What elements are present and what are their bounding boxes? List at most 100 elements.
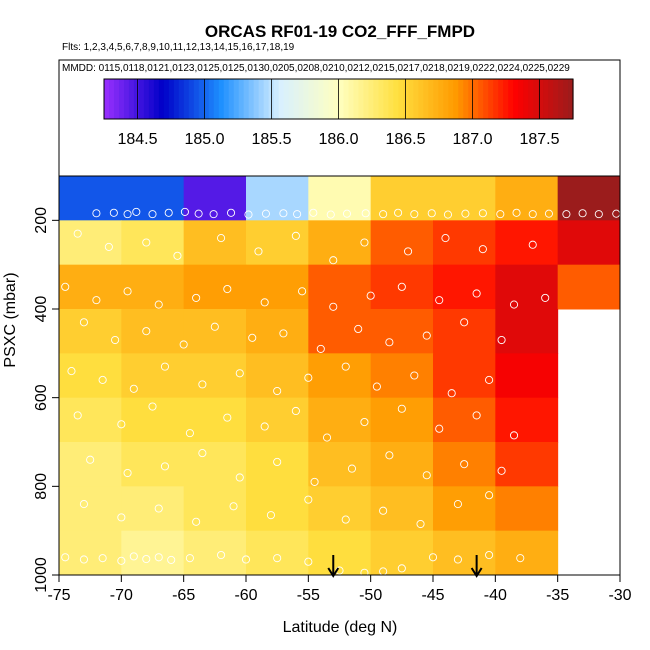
sample-point bbox=[316, 344, 325, 353]
sample-point bbox=[61, 553, 70, 562]
chart-title: ORCAS RF01-19 CO2_FFF_FMPD bbox=[205, 22, 475, 41]
sample-point bbox=[366, 291, 375, 300]
colorbar-tick-label: 185.0 bbox=[184, 131, 224, 148]
heatmap-cell bbox=[183, 353, 247, 399]
colorbar-tick-label: 185.5 bbox=[251, 131, 291, 148]
sample-point bbox=[86, 455, 95, 464]
sample-point bbox=[329, 302, 338, 311]
sample-point bbox=[379, 506, 388, 515]
sample-point bbox=[304, 495, 313, 504]
x-tick-label: -65 bbox=[172, 587, 195, 604]
sample-point bbox=[98, 375, 107, 384]
heatmap-cell bbox=[370, 176, 434, 221]
sample-point bbox=[148, 210, 157, 219]
heatmap-cell bbox=[495, 220, 559, 266]
heatmap-cell bbox=[59, 309, 122, 354]
sample-point bbox=[73, 229, 82, 238]
sample-point bbox=[123, 468, 132, 478]
sample-point bbox=[347, 464, 357, 473]
sample-point bbox=[79, 555, 88, 564]
colorbar-segment bbox=[553, 79, 559, 119]
sample-point bbox=[397, 404, 406, 413]
flights-label: Flts: 1,2,3,4,5,6,7,8,9,10,11,12,13,14,1… bbox=[62, 42, 295, 53]
colorbar-segment bbox=[368, 79, 375, 119]
colorbar-segment bbox=[363, 79, 370, 119]
sample-point bbox=[273, 386, 282, 396]
heatmap-cell bbox=[246, 220, 309, 266]
heatmap-cell bbox=[246, 264, 309, 310]
colorbar-segment bbox=[383, 79, 389, 119]
heatmap-cell bbox=[121, 530, 185, 576]
sample-point bbox=[326, 210, 335, 219]
sample-point bbox=[226, 208, 236, 217]
heatmap-cell bbox=[308, 220, 372, 266]
colorbar-segment bbox=[248, 79, 255, 119]
heatmap-cell bbox=[183, 397, 247, 443]
colorbar-segment bbox=[278, 79, 285, 119]
heatmap-cell bbox=[59, 530, 122, 576]
colorbar-segment bbox=[173, 79, 180, 119]
colorbar-tick-label: 186.5 bbox=[385, 131, 425, 148]
heatmap-cell bbox=[370, 397, 434, 443]
sample-point bbox=[260, 298, 269, 307]
sample-point bbox=[385, 338, 394, 347]
colorbar-segment bbox=[518, 79, 524, 119]
sample-point bbox=[198, 380, 207, 389]
colorbar-segment bbox=[148, 79, 155, 119]
sample-point bbox=[198, 449, 207, 458]
sample-point bbox=[92, 209, 101, 218]
colorbar-segment bbox=[138, 79, 145, 119]
colorbar-segment bbox=[568, 79, 574, 119]
heatmap-cell bbox=[370, 530, 434, 576]
x-axis: -75 -70 -65 -60 -55 -50 -45 -40 -35 -30 bbox=[47, 575, 632, 604]
sample-point bbox=[354, 324, 363, 334]
colorbar-segment bbox=[283, 79, 290, 119]
heatmap-cell bbox=[495, 486, 559, 532]
colorbar-segment bbox=[488, 79, 494, 119]
heatmap-cells bbox=[59, 176, 621, 576]
heatmap-cell bbox=[308, 442, 372, 487]
colorbar-segment bbox=[213, 79, 220, 119]
colorbar-segment bbox=[243, 79, 250, 119]
heatmap-cell bbox=[370, 309, 434, 354]
sample-point bbox=[342, 209, 352, 218]
heatmap-cell bbox=[183, 176, 247, 221]
x-tick-label: -70 bbox=[110, 587, 133, 604]
heatmap-cell bbox=[495, 176, 559, 221]
heatmap-cell bbox=[308, 530, 372, 576]
sample-point bbox=[241, 555, 251, 564]
colorbar-tick-label: 187.5 bbox=[519, 131, 559, 148]
colorbar-segment bbox=[458, 79, 464, 119]
colorbar-segment bbox=[338, 79, 345, 119]
sample-point bbox=[223, 413, 232, 422]
colorbar-segment bbox=[113, 79, 120, 119]
arrow-markers bbox=[327, 555, 483, 578]
x-tick-label: -50 bbox=[359, 587, 382, 604]
heatmap-cell bbox=[246, 309, 309, 354]
heatmap-cell bbox=[121, 486, 185, 532]
sample-point bbox=[291, 406, 300, 416]
sample-point bbox=[73, 411, 82, 420]
heatmap-cell bbox=[121, 176, 185, 221]
sample-point bbox=[528, 210, 537, 219]
x-tick-label: -30 bbox=[608, 587, 631, 604]
sample-point bbox=[441, 234, 450, 243]
colorbar-segment bbox=[178, 79, 185, 119]
sample-point bbox=[361, 209, 370, 218]
colorbar-segment bbox=[183, 79, 190, 119]
heatmap-cell bbox=[433, 176, 496, 221]
sample-point bbox=[293, 210, 302, 219]
sample-point bbox=[67, 367, 76, 376]
plot-frame bbox=[58, 175, 621, 576]
heatmap-cell bbox=[59, 442, 122, 487]
sample-point bbox=[117, 513, 126, 522]
colorbar-segment bbox=[108, 79, 115, 119]
sample-point bbox=[379, 210, 388, 219]
colorbar-segment bbox=[313, 79, 320, 119]
colorbar-segment bbox=[378, 79, 385, 119]
colorbar-segment bbox=[373, 79, 380, 119]
sample-point bbox=[404, 247, 413, 256]
colorbar-segment bbox=[228, 79, 235, 119]
colorbar-segment bbox=[218, 79, 225, 119]
sample-point bbox=[142, 238, 151, 247]
